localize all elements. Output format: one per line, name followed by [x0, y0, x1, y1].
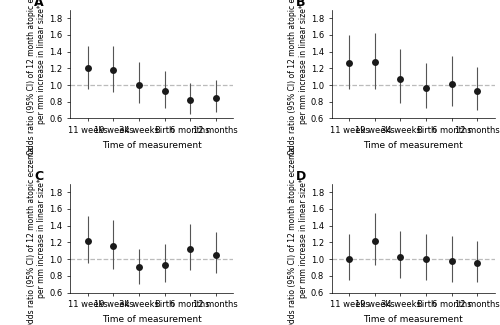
- Y-axis label: Odds ratio (95% CI) of 12 month atopic eczema
per mm increase in linear size*: Odds ratio (95% CI) of 12 month atopic e…: [288, 0, 308, 155]
- X-axis label: Time of measurement: Time of measurement: [102, 315, 202, 324]
- Y-axis label: Odds ratio (95% CI) of 12 month atopic eczema
per mm increase in linear size*: Odds ratio (95% CI) of 12 month atopic e…: [27, 147, 46, 325]
- Text: B: B: [296, 0, 305, 9]
- Y-axis label: Odds ratio (95% CI) of 12 month atopic eczema
per mm increase in linear size*: Odds ratio (95% CI) of 12 month atopic e…: [27, 0, 46, 155]
- X-axis label: Time of measurement: Time of measurement: [364, 141, 463, 150]
- Text: A: A: [34, 0, 43, 9]
- Y-axis label: Odds ratio (95% CI) of 12 month atopic eczema
per mm increase in linear size*: Odds ratio (95% CI) of 12 month atopic e…: [288, 147, 308, 325]
- Text: D: D: [296, 170, 306, 183]
- X-axis label: Time of measurement: Time of measurement: [102, 141, 202, 150]
- X-axis label: Time of measurement: Time of measurement: [364, 315, 463, 324]
- Text: C: C: [34, 170, 43, 183]
